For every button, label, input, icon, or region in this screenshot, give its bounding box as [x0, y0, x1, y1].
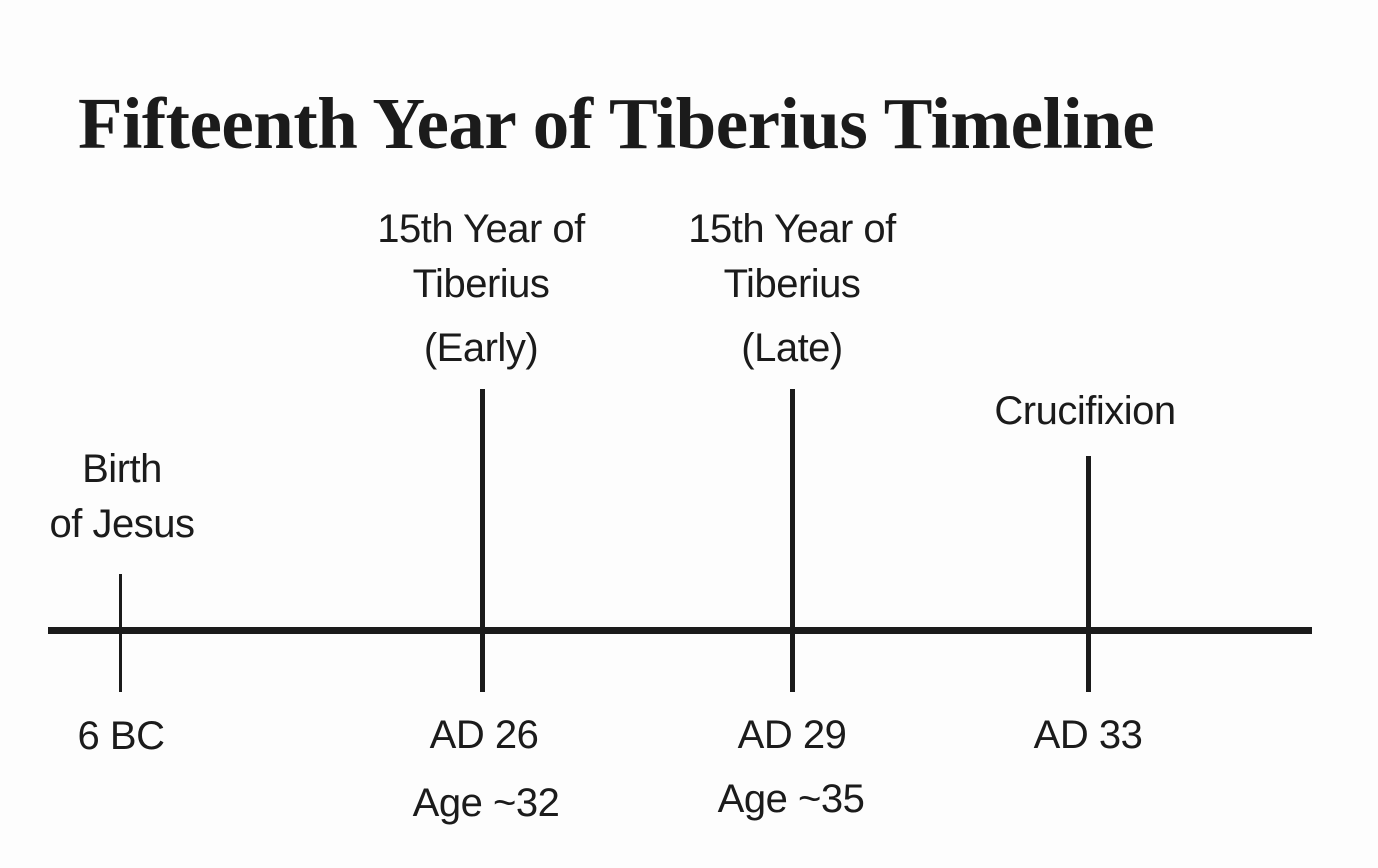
tick-tiberius-late: [790, 389, 795, 692]
tick-crucifixion: [1086, 456, 1091, 692]
event-label-line: Birth: [82, 447, 162, 491]
event-label-line: 15th Year of: [377, 207, 585, 251]
event-label-tiberius-early: 15th Year of Tiberius (Early): [331, 202, 631, 376]
year-label-ad33: AD 33: [1033, 713, 1143, 757]
event-label-line: Tiberius: [412, 262, 550, 306]
event-label-tiberius-late: 15th Year of Tiberius (Late): [642, 202, 942, 376]
year-label-ad29: AD 29: [737, 713, 847, 757]
tick-tiberius-early: [480, 389, 485, 692]
year-label-6bc: 6 BC: [77, 714, 165, 758]
event-label-crucifixion: Crucifixion: [994, 389, 1176, 433]
event-label-line: of Jesus: [49, 502, 195, 546]
timeline-axis: [48, 627, 1312, 634]
year-label-ad26: AD 26: [429, 713, 539, 757]
event-qualifier: (Early): [423, 326, 539, 370]
tick-birth-of-jesus: [119, 574, 122, 692]
age-label-ad26: Age ~32: [412, 781, 560, 825]
age-label-ad29: Age ~35: [717, 777, 865, 821]
event-label-line: 15th Year of: [688, 207, 896, 251]
event-label-line: Tiberius: [723, 262, 861, 306]
event-label-birth-of-jesus: Birth of Jesus: [0, 442, 272, 552]
event-qualifier: (Late): [741, 326, 843, 370]
page-title: Fifteenth Year of Tiberius Timeline: [78, 82, 1155, 164]
